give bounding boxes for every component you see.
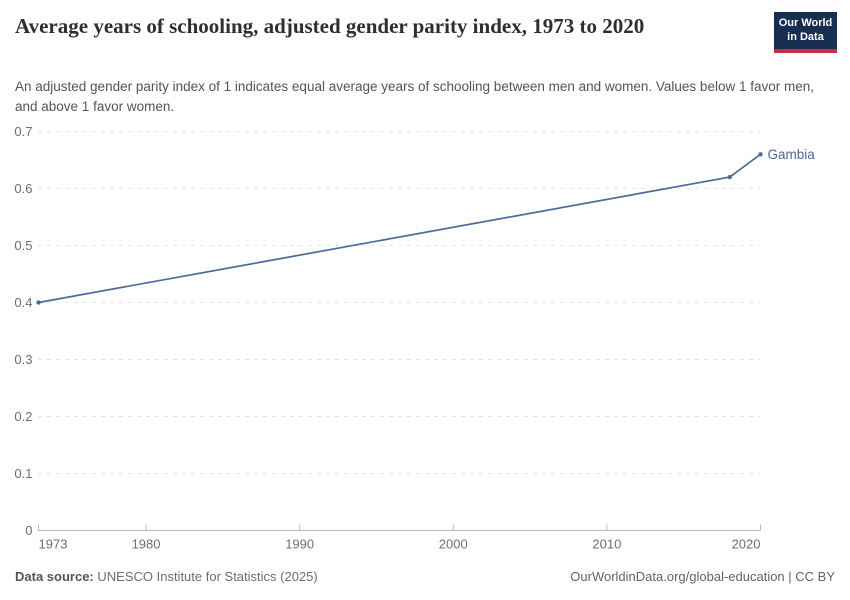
x-axis-tick-label: 2020 xyxy=(732,537,761,552)
x-axis-tick-label: 2000 xyxy=(439,537,468,552)
chart-footer: Data source: UNESCO Institute for Statis… xyxy=(15,569,835,584)
attribution-link[interactable]: OurWorldinData.org/global-education | CC… xyxy=(570,569,835,584)
y-axis-tick-label: 0 xyxy=(25,523,32,538)
data-source-label: Data source: xyxy=(15,569,94,584)
y-axis-tick-label: 0.4 xyxy=(14,295,32,310)
owid-logo[interactable]: Our World in Data xyxy=(774,12,837,53)
data-source: Data source: UNESCO Institute for Statis… xyxy=(15,569,318,584)
chart-title: Average years of schooling, adjusted gen… xyxy=(15,14,645,38)
x-axis-tick-label: 1973 xyxy=(39,537,68,552)
data-point[interactable] xyxy=(36,300,41,305)
y-axis-tick-label: 0.6 xyxy=(14,181,32,196)
y-axis-tick-label: 0.7 xyxy=(14,124,32,139)
data-point[interactable] xyxy=(727,174,732,180)
y-axis-tick-label: 0.1 xyxy=(14,466,32,481)
chart-subtitle: An adjusted gender parity index of 1 ind… xyxy=(15,79,814,114)
x-axis-tick-label: 1990 xyxy=(285,537,314,552)
y-axis-tick-label: 0.2 xyxy=(14,409,32,424)
y-axis-tick-label: 0.5 xyxy=(14,238,32,253)
owid-logo-line2: in Data xyxy=(787,30,824,43)
x-axis-tick-label: 1980 xyxy=(132,537,161,552)
y-axis-tick-label: 0.3 xyxy=(14,352,32,367)
x-axis-tick-label: 2010 xyxy=(592,537,621,552)
data-source-value: UNESCO Institute for Statistics (2025) xyxy=(97,569,318,584)
data-point[interactable] xyxy=(758,152,763,157)
series-label: Gambia xyxy=(768,147,816,162)
owid-logo-line1: Our World xyxy=(778,17,833,29)
series-line[interactable] xyxy=(37,153,762,304)
